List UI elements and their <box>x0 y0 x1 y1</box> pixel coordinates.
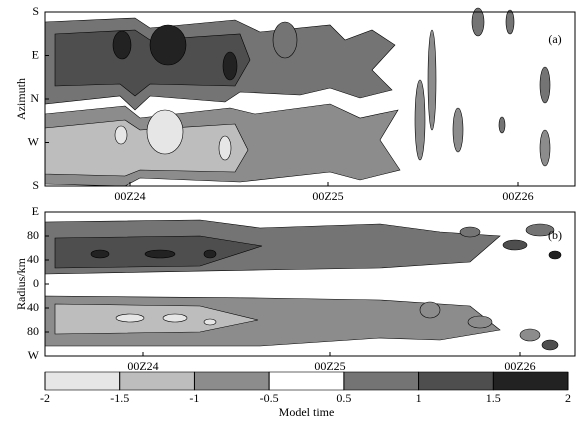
contour-region <box>414 79 426 161</box>
contour-region <box>115 313 145 323</box>
y-tick-label: E <box>32 204 39 218</box>
contour-region <box>498 116 506 134</box>
colorbar-bin <box>492 371 569 391</box>
x-tick-label: 00Z26 <box>504 359 535 373</box>
contour-region <box>146 109 184 155</box>
y-tick-label: S <box>32 178 39 192</box>
colorbar-bin <box>119 371 195 391</box>
colorbar-label: Model time <box>279 405 335 419</box>
colorbar-tick-label: -1 <box>189 391 199 405</box>
colorbar-tick-label: -2 <box>40 391 50 405</box>
contour-region <box>144 249 176 259</box>
contour-region <box>54 303 259 335</box>
contour-region <box>452 107 464 153</box>
panel-a: S E N W S 00Z24 00Z25 00Z26 (a) Azimuth <box>14 4 576 203</box>
contour-region <box>539 66 551 104</box>
y-tick-label: 80 <box>27 228 39 242</box>
contour-region <box>218 135 232 161</box>
y-tick-label: E <box>32 47 39 61</box>
x-tick-label: 00Z25 <box>314 359 345 373</box>
contour-region <box>471 7 485 37</box>
colorbar-tick-label: -0.5 <box>260 391 279 405</box>
contour-region <box>203 249 217 259</box>
x-tick-label: 00Z26 <box>502 189 533 203</box>
contour-region <box>519 328 541 342</box>
contour-region <box>272 21 298 59</box>
y-tick-label: 40 <box>27 300 39 314</box>
contour-region <box>502 239 528 251</box>
colorbar-tick-label: 0.5 <box>336 391 351 405</box>
contour-region <box>112 30 132 60</box>
contour-region <box>149 24 187 66</box>
colorbar-bin <box>418 371 494 391</box>
contour-region <box>44 119 249 177</box>
contour-region <box>525 223 555 237</box>
contour-region <box>505 9 515 35</box>
colorbar-bin <box>194 371 270 391</box>
contour-region <box>222 51 238 81</box>
x-tick-label: 00Z24 <box>114 189 145 203</box>
contour-region <box>548 250 562 260</box>
colorbar-bin <box>268 371 345 391</box>
panel-label: (a) <box>548 32 561 46</box>
colorbar-tick-label: 1.5 <box>486 391 501 405</box>
contour-region <box>419 301 441 319</box>
colorbar-bin <box>44 371 121 391</box>
colorbar-bin <box>343 371 419 391</box>
contour-region <box>459 226 481 238</box>
y-tick-label: 0 <box>33 276 39 290</box>
panel-label: (b) <box>548 228 562 242</box>
colorbar: -2 -1.5 -1 -0.5 0.5 1 1.5 2 Model time <box>40 371 571 419</box>
y-tick-label: W <box>28 348 40 362</box>
x-tick-label: 00Z24 <box>127 359 158 373</box>
contour-region <box>54 29 251 97</box>
contour-region <box>467 315 493 329</box>
contour-region <box>203 318 217 326</box>
contour-region <box>427 29 437 131</box>
colorbar-tick-label: -1.5 <box>110 391 129 405</box>
contour-region <box>162 313 188 323</box>
colorbar-tick-label: 2 <box>565 391 571 405</box>
y-axis-label: Azimuth <box>14 78 28 120</box>
x-tick-label: 00Z25 <box>312 189 343 203</box>
y-tick-label: S <box>32 4 39 18</box>
contour-region <box>539 129 551 167</box>
y-tick-label: N <box>30 91 39 105</box>
y-tick-label: W <box>28 134 40 148</box>
contour-region <box>114 125 128 145</box>
y-axis-label: Radius/km <box>14 257 28 310</box>
panel-b: E 80 40 0 40 80 W 00Z24 00Z25 00Z26 (b) Radius/km <box>14 204 576 373</box>
contour-region <box>90 249 110 259</box>
contour-region <box>541 339 559 351</box>
colorbar-tick-label: 1 <box>416 391 422 405</box>
y-tick-label: 80 <box>27 324 39 338</box>
y-tick-label: 40 <box>27 252 39 266</box>
